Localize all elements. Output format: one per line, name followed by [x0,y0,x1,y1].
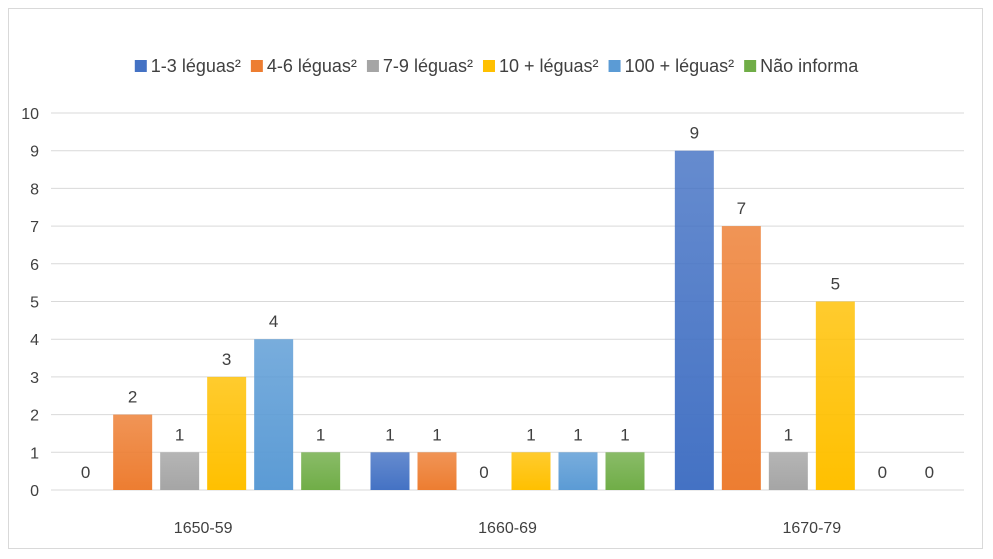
y-tick-label: 5 [30,295,39,312]
legend-label: Não informa [760,56,859,76]
data-label: 1 [316,425,325,444]
legend-label: 100 + léguas² [625,56,735,76]
bar-100-leguas-1650-59 [254,339,294,490]
legend-item-1-3-leguas: 1-3 léguas² [134,56,241,76]
data-label: 1 [432,425,441,444]
legend-item-7-9-leguas: 7-9 léguas² [366,56,473,76]
bar-10-leguas-1670-79 [815,301,855,490]
legend-label: 10 + léguas² [499,56,599,76]
data-label: 1 [385,425,394,444]
y-tick-label: 9 [30,144,39,161]
legend-label: 4-6 léguas² [267,56,357,76]
legend-label: 7-9 léguas² [383,56,473,76]
bar-1-3-leguas-1670-79 [674,150,714,490]
data-label: 4 [269,312,278,331]
bars [113,150,855,490]
legend: 1-3 léguas² 4-6 léguas² 7-9 léguas² 10 + lé… [134,56,859,76]
gridlines [51,112,964,491]
x-tick-label: 1660-69 [478,520,537,537]
data-label: 5 [831,275,840,294]
bar-100-leguas-1660-69 [558,452,598,490]
data-label: 0 [878,463,887,482]
data-label: 0 [479,463,488,482]
y-tick-label: 4 [30,332,39,349]
legend-label: 1-3 léguas² [151,56,241,76]
bar-nao-informa-1660-69 [605,452,645,490]
bar-10-leguas-1660-69 [511,452,551,490]
data-label: 2 [128,388,137,407]
data-label: 0 [925,463,934,482]
legend-item-nao-informa: Não informa [744,56,859,76]
legend-item-10-leguas: 10 + léguas² [482,56,599,76]
x-tick-label: 1650-59 [174,520,233,537]
bar-4-6-leguas-1670-79 [721,226,761,490]
x-tick-label: 1670-79 [782,520,841,537]
legend-swatch [366,60,379,72]
y-tick-label: 2 [30,408,39,425]
legend-swatch [250,60,263,72]
legend-swatch [744,60,757,72]
bar-4-6-leguas-1650-59 [113,414,153,490]
bar-7-9-leguas-1670-79 [768,452,808,490]
bar-nao-informa-1650-59 [301,452,341,490]
legend-swatch [608,60,621,72]
data-label: 7 [737,199,746,218]
y-tick-label: 10 [21,106,39,123]
bar-4-6-leguas-1660-69 [417,452,457,490]
x-axis: 1650-59 1660-69 1670-79 [174,520,841,537]
y-tick-label: 8 [30,181,39,198]
data-label: 1 [620,425,629,444]
legend-item-4-6-leguas: 4-6 léguas² [250,56,357,76]
bar-1-3-leguas-1660-69 [370,452,410,490]
legend-item-100-leguas: 100 + léguas² [608,56,735,76]
data-label: 1 [573,425,582,444]
data-label: 0 [81,463,90,482]
bar-10-leguas-1650-59 [207,376,247,490]
y-tick-label: 7 [30,219,39,236]
data-label: 1 [175,425,184,444]
data-label: 3 [222,350,231,369]
legend-swatch [482,60,495,72]
y-tick-label: 0 [30,483,39,500]
data-label: 9 [690,124,699,143]
y-axis: 0 1 2 3 4 5 6 7 8 9 10 [21,106,39,500]
data-label: 1 [784,425,793,444]
y-tick-label: 3 [30,370,39,387]
y-tick-label: 1 [30,445,39,462]
bar-7-9-leguas-1650-59 [160,452,200,490]
y-tick-label: 6 [30,257,39,274]
legend-swatch [134,60,147,72]
data-label: 1 [526,425,535,444]
